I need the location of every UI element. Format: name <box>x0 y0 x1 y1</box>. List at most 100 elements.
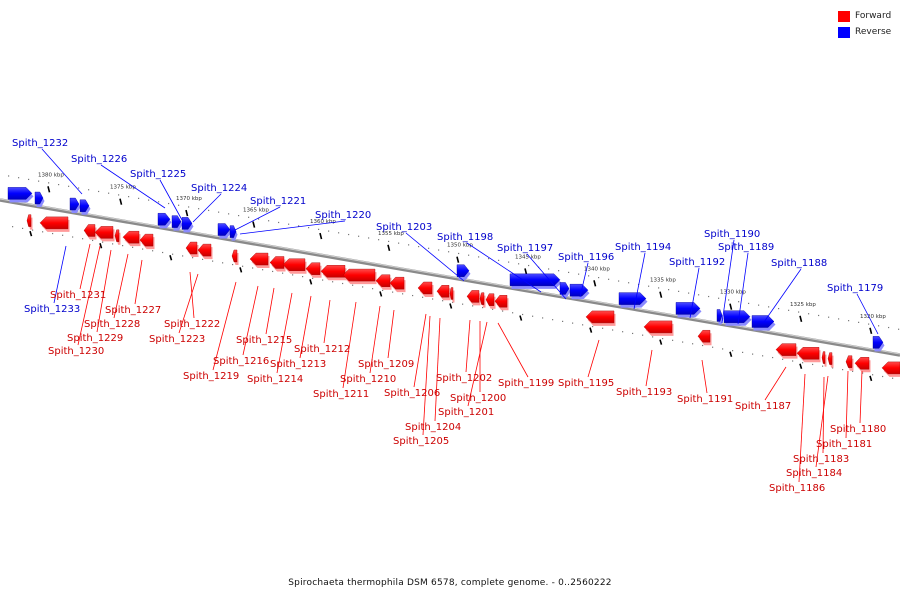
forward-gene-arrow[interactable] <box>122 230 141 247</box>
reverse-gene-arrow[interactable] <box>171 215 183 231</box>
forward-gene-arrow[interactable] <box>320 265 347 281</box>
forward-gene-arrow[interactable] <box>231 249 239 265</box>
forward-gene-arrow[interactable] <box>39 216 70 232</box>
reverse-gene-arrow[interactable] <box>872 336 885 352</box>
reverse-gene-arrow[interactable] <box>34 191 45 208</box>
forward-gene-arrow[interactable] <box>845 355 854 371</box>
reverse-gene-arrow[interactable] <box>69 197 81 214</box>
forward-gene-label[interactable]: Spith_1214 <box>247 374 303 385</box>
forward-gene-arrow[interactable] <box>342 268 377 285</box>
reverse-gene-label[interactable]: Spith_1233 <box>24 304 80 315</box>
forward-gene-label[interactable]: Spith_1215 <box>236 335 292 346</box>
reverse-gene-label[interactable]: Spith_1225 <box>130 169 186 180</box>
forward-gene-arrow[interactable] <box>139 233 155 250</box>
reverse-gene-label[interactable]: Spith_1226 <box>71 154 127 165</box>
forward-gene-arrow[interactable] <box>389 276 406 293</box>
forward-gene-label[interactable]: Spith_1204 <box>405 422 461 433</box>
forward-gene-arrow[interactable] <box>249 252 270 269</box>
reverse-gene-arrow[interactable] <box>181 217 194 233</box>
forward-gene-arrow[interactable] <box>449 287 455 303</box>
forward-gene-label[interactable]: Spith_1180 <box>830 424 886 435</box>
reverse-gene-label[interactable]: Spith_1220 <box>315 210 371 221</box>
forward-gene-label[interactable]: Spith_1212 <box>294 344 350 355</box>
reverse-gene-label[interactable]: Spith_1203 <box>376 222 432 233</box>
forward-gene-label[interactable]: Spith_1186 <box>769 483 825 494</box>
forward-gene-arrow[interactable] <box>83 224 97 240</box>
forward-gene-label[interactable]: Spith_1213 <box>270 359 326 370</box>
forward-gene-label[interactable]: Spith_1193 <box>616 387 672 398</box>
forward-gene-label[interactable]: Spith_1209 <box>358 359 414 370</box>
reverse-gene-arrow[interactable] <box>559 282 571 298</box>
forward-gene-arrow[interactable] <box>114 229 121 245</box>
forward-gene-arrow[interactable] <box>466 290 481 306</box>
forward-gene-label[interactable]: Spith_1223 <box>149 334 205 345</box>
forward-gene-label[interactable]: Spith_1206 <box>384 388 440 399</box>
reverse-gene-label[interactable]: Spith_1198 <box>437 232 493 243</box>
reverse-gene-arrow[interactable] <box>456 264 471 280</box>
forward-gene-label[interactable]: Spith_1202 <box>436 373 492 384</box>
forward-gene-arrow[interactable] <box>585 310 616 326</box>
forward-gene-arrow[interactable] <box>821 351 827 367</box>
reverse-gene-arrow[interactable] <box>509 273 562 289</box>
forward-gene-arrow[interactable] <box>697 330 712 346</box>
forward-gene-label[interactable]: Spith_1187 <box>735 401 791 412</box>
reverse-gene-label[interactable]: Spith_1224 <box>191 183 247 194</box>
forward-gene-label[interactable]: Spith_1229 <box>67 333 123 344</box>
forward-gene-arrow[interactable] <box>94 226 115 242</box>
forward-gene-arrow[interactable] <box>26 214 33 230</box>
forward-gene-label[interactable]: Spith_1231 <box>50 290 106 301</box>
forward-gene-arrow[interactable] <box>881 361 900 377</box>
reverse-gene-arrow[interactable] <box>229 225 238 241</box>
reverse-gene-arrow[interactable] <box>7 187 34 203</box>
forward-gene-label[interactable]: Spith_1210 <box>340 374 396 385</box>
forward-gene-arrow[interactable] <box>197 243 213 260</box>
reverse-gene-label[interactable]: Spith_1197 <box>497 243 553 254</box>
forward-gene-arrow[interactable] <box>494 295 509 311</box>
forward-gene-label[interactable]: Spith_1195 <box>558 378 614 389</box>
reverse-gene-arrow[interactable] <box>723 310 752 326</box>
forward-gene-arrow[interactable] <box>436 285 451 301</box>
reverse-gene-arrow[interactable] <box>79 199 91 215</box>
forward-gene-arrow[interactable] <box>185 241 199 258</box>
forward-gene-arrow[interactable] <box>417 281 434 297</box>
forward-gene-arrow[interactable] <box>479 292 486 308</box>
forward-gene-label[interactable]: Spith_1222 <box>164 319 220 330</box>
forward-gene-label[interactable]: Spith_1181 <box>816 439 872 450</box>
forward-gene-label[interactable]: Spith_1199 <box>498 378 554 389</box>
forward-gene-label[interactable]: Spith_1227 <box>105 305 161 316</box>
reverse-gene-label[interactable]: Spith_1221 <box>250 196 306 207</box>
forward-gene-arrow[interactable] <box>269 256 286 272</box>
forward-gene-arrow[interactable] <box>643 320 674 336</box>
reverse-gene-label[interactable]: Spith_1196 <box>558 252 614 263</box>
forward-gene-arrow[interactable] <box>282 258 307 274</box>
reverse-gene-arrow[interactable] <box>751 315 776 331</box>
forward-gene-arrow[interactable] <box>775 343 798 359</box>
forward-gene-arrow[interactable] <box>827 352 834 368</box>
forward-gene-label[interactable]: Spith_1216 <box>213 356 269 367</box>
reverse-gene-label[interactable]: Spith_1192 <box>669 257 725 268</box>
reverse-gene-arrow[interactable] <box>217 223 232 239</box>
reverse-gene-label[interactable]: Spith_1232 <box>12 138 68 149</box>
forward-gene-arrow[interactable] <box>796 347 821 363</box>
forward-gene-label[interactable]: Spith_1201 <box>438 407 494 418</box>
reverse-gene-arrow[interactable] <box>618 292 648 308</box>
reverse-gene-arrow[interactable] <box>675 302 702 318</box>
forward-gene-label[interactable]: Spith_1205 <box>393 436 449 447</box>
forward-gene-label[interactable]: Spith_1219 <box>183 371 239 382</box>
forward-gene-label[interactable]: Spith_1184 <box>786 468 842 479</box>
forward-gene-label[interactable]: Spith_1230 <box>48 346 104 357</box>
forward-gene-label[interactable]: Spith_1228 <box>84 319 140 330</box>
reverse-gene-arrow[interactable] <box>157 213 172 229</box>
forward-gene-label[interactable]: Spith_1211 <box>313 389 369 400</box>
forward-gene-arrow[interactable] <box>305 262 322 278</box>
forward-gene-arrow[interactable] <box>485 293 496 309</box>
forward-gene-arrow[interactable] <box>854 357 871 373</box>
reverse-gene-label[interactable]: Spith_1189 <box>718 242 774 253</box>
forward-gene-label[interactable]: Spith_1191 <box>677 394 733 405</box>
forward-gene-label[interactable]: Spith_1200 <box>450 393 506 404</box>
forward-gene-arrow[interactable] <box>375 274 392 290</box>
reverse-gene-label[interactable]: Spith_1179 <box>827 283 883 294</box>
reverse-gene-label[interactable]: Spith_1190 <box>704 229 760 240</box>
forward-gene-label[interactable]: Spith_1183 <box>793 454 849 465</box>
reverse-gene-label[interactable]: Spith_1194 <box>615 242 671 253</box>
